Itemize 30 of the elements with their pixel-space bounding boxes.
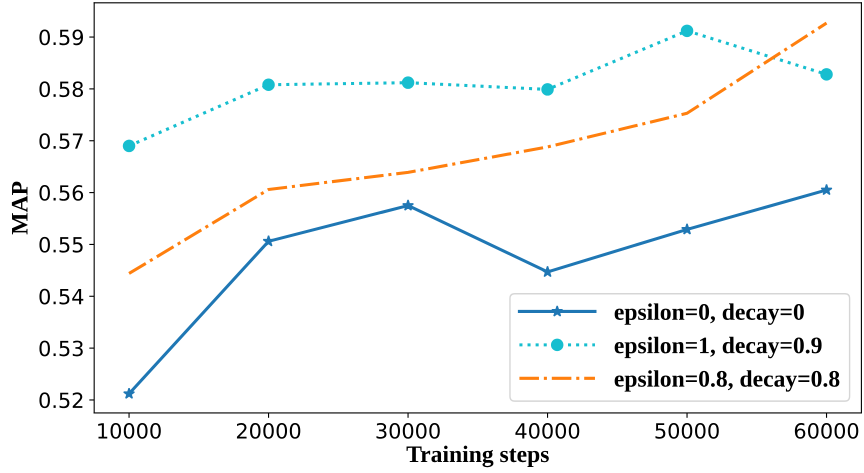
- y-tick-label: 0.59: [39, 30, 83, 46]
- x-tick-label: 10000: [98, 423, 161, 439]
- point: [123, 387, 136, 399]
- legend-label: epsilon=0.8, decay=0.8: [614, 370, 840, 392]
- line-series: [128, 22, 828, 275]
- x-axis-title: Training steps: [406, 446, 549, 468]
- y-tick-label: 0.55: [39, 236, 83, 253]
- point: [402, 199, 414, 211]
- y-tick-label: 0.54: [39, 288, 84, 304]
- x-tick-label: 20000: [236, 423, 300, 439]
- point: [122, 140, 136, 152]
- x-tick-label: 60000: [794, 423, 858, 439]
- point: [262, 78, 275, 92]
- x-tick-label: 30000: [376, 423, 440, 439]
- y-tick-label: 0.57: [39, 133, 83, 149]
- point: [680, 24, 694, 38]
- point: [541, 83, 554, 96]
- point: [262, 235, 275, 247]
- point: [402, 76, 414, 89]
- y-tick-label: 0.58: [39, 81, 84, 98]
- y-axis-title: MAP: [12, 182, 28, 234]
- point: [820, 184, 833, 196]
- y-tick-label: 0.56: [39, 185, 84, 201]
- legend-label: epsilon=1, decay=0.9: [614, 336, 822, 358]
- y-tick-label: 0.52: [39, 392, 82, 408]
- legend-label: epsilon=0, decay=0: [614, 303, 804, 325]
- point: [820, 68, 833, 81]
- y-tick-label: 0.53: [39, 340, 83, 356]
- x-tick-label: 50000: [656, 423, 719, 439]
- x-tick-label: 40000: [515, 423, 580, 439]
